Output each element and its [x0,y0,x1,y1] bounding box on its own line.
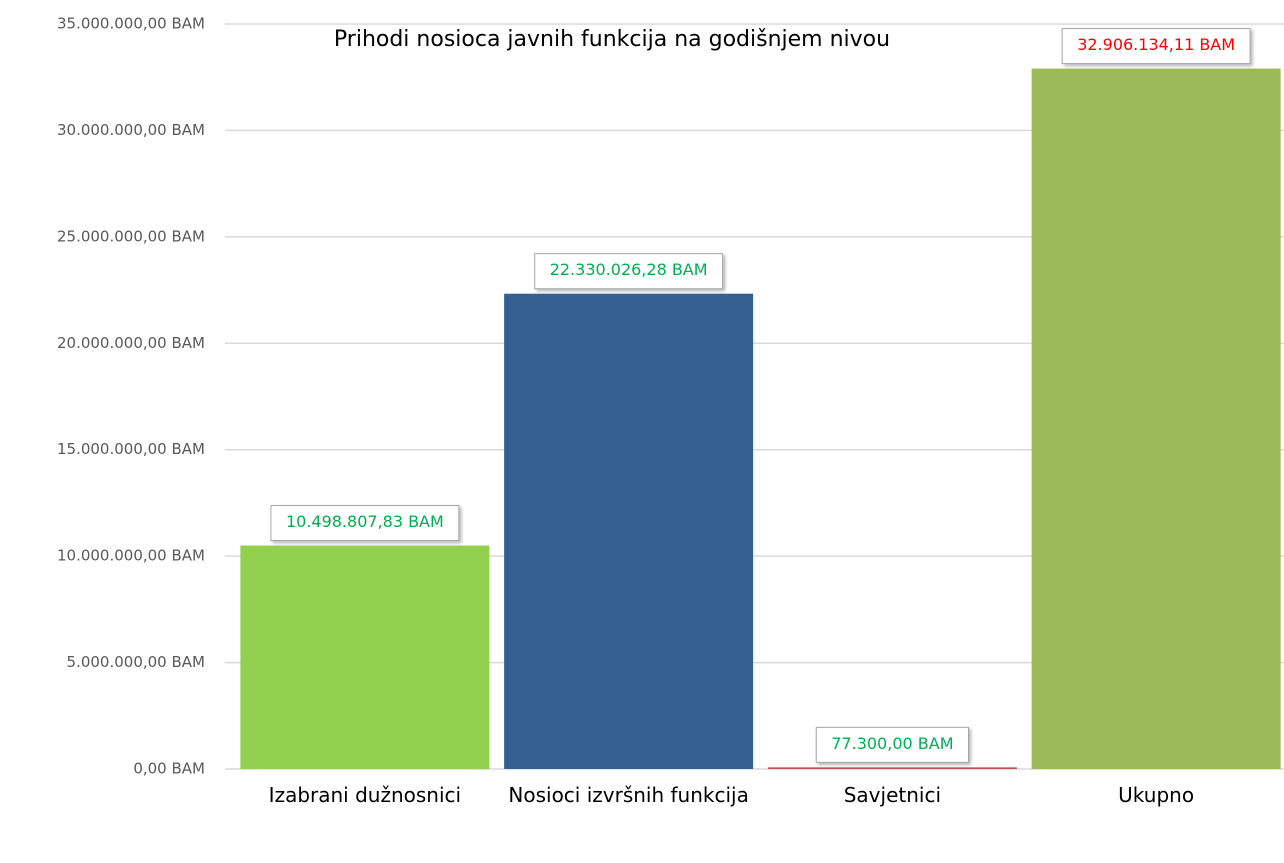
data-label: 77.300,00 BAM [831,734,953,753]
data-label-box [1061,28,1251,65]
data-label-box [270,505,460,542]
x-tick-label: Izabrani dužnosnici [268,783,462,807]
data-label: 10.498.807,83 BAM [286,512,444,531]
y-tick-label: 20.000.000,00 BAM [57,334,205,352]
chart-title: Prihodi nosioca javnih funkcija na godiš… [334,27,890,52]
data-label: 22.330.026,28 BAM [550,260,708,279]
x-tick-label: Ukupno [1118,783,1195,807]
data-label: 32.906.134,11 BAM [1077,35,1235,54]
y-tick-label: 0,00 BAM [133,760,205,778]
x-tick-label: Nosioci izvršnih funkcija [508,783,749,807]
y-tick-label: 25.000.000,00 BAM [57,227,205,245]
y-tick-label: 10.000.000,00 BAM [57,547,205,565]
y-tick-label: 30.000.000,00 BAM [57,121,205,139]
bar [1031,68,1281,769]
y-tick-label: 15.000.000,00 BAM [57,440,205,458]
x-tick-label: Savjetnici [843,783,942,807]
data-label-box [534,253,724,290]
bar [504,293,754,769]
y-tick-label: 5.000.000,00 BAM [67,653,205,671]
bar [767,767,1017,769]
bar [240,545,490,769]
data-label-box [815,726,969,763]
y-tick-label: 35.000.000,00 BAM [57,15,205,33]
